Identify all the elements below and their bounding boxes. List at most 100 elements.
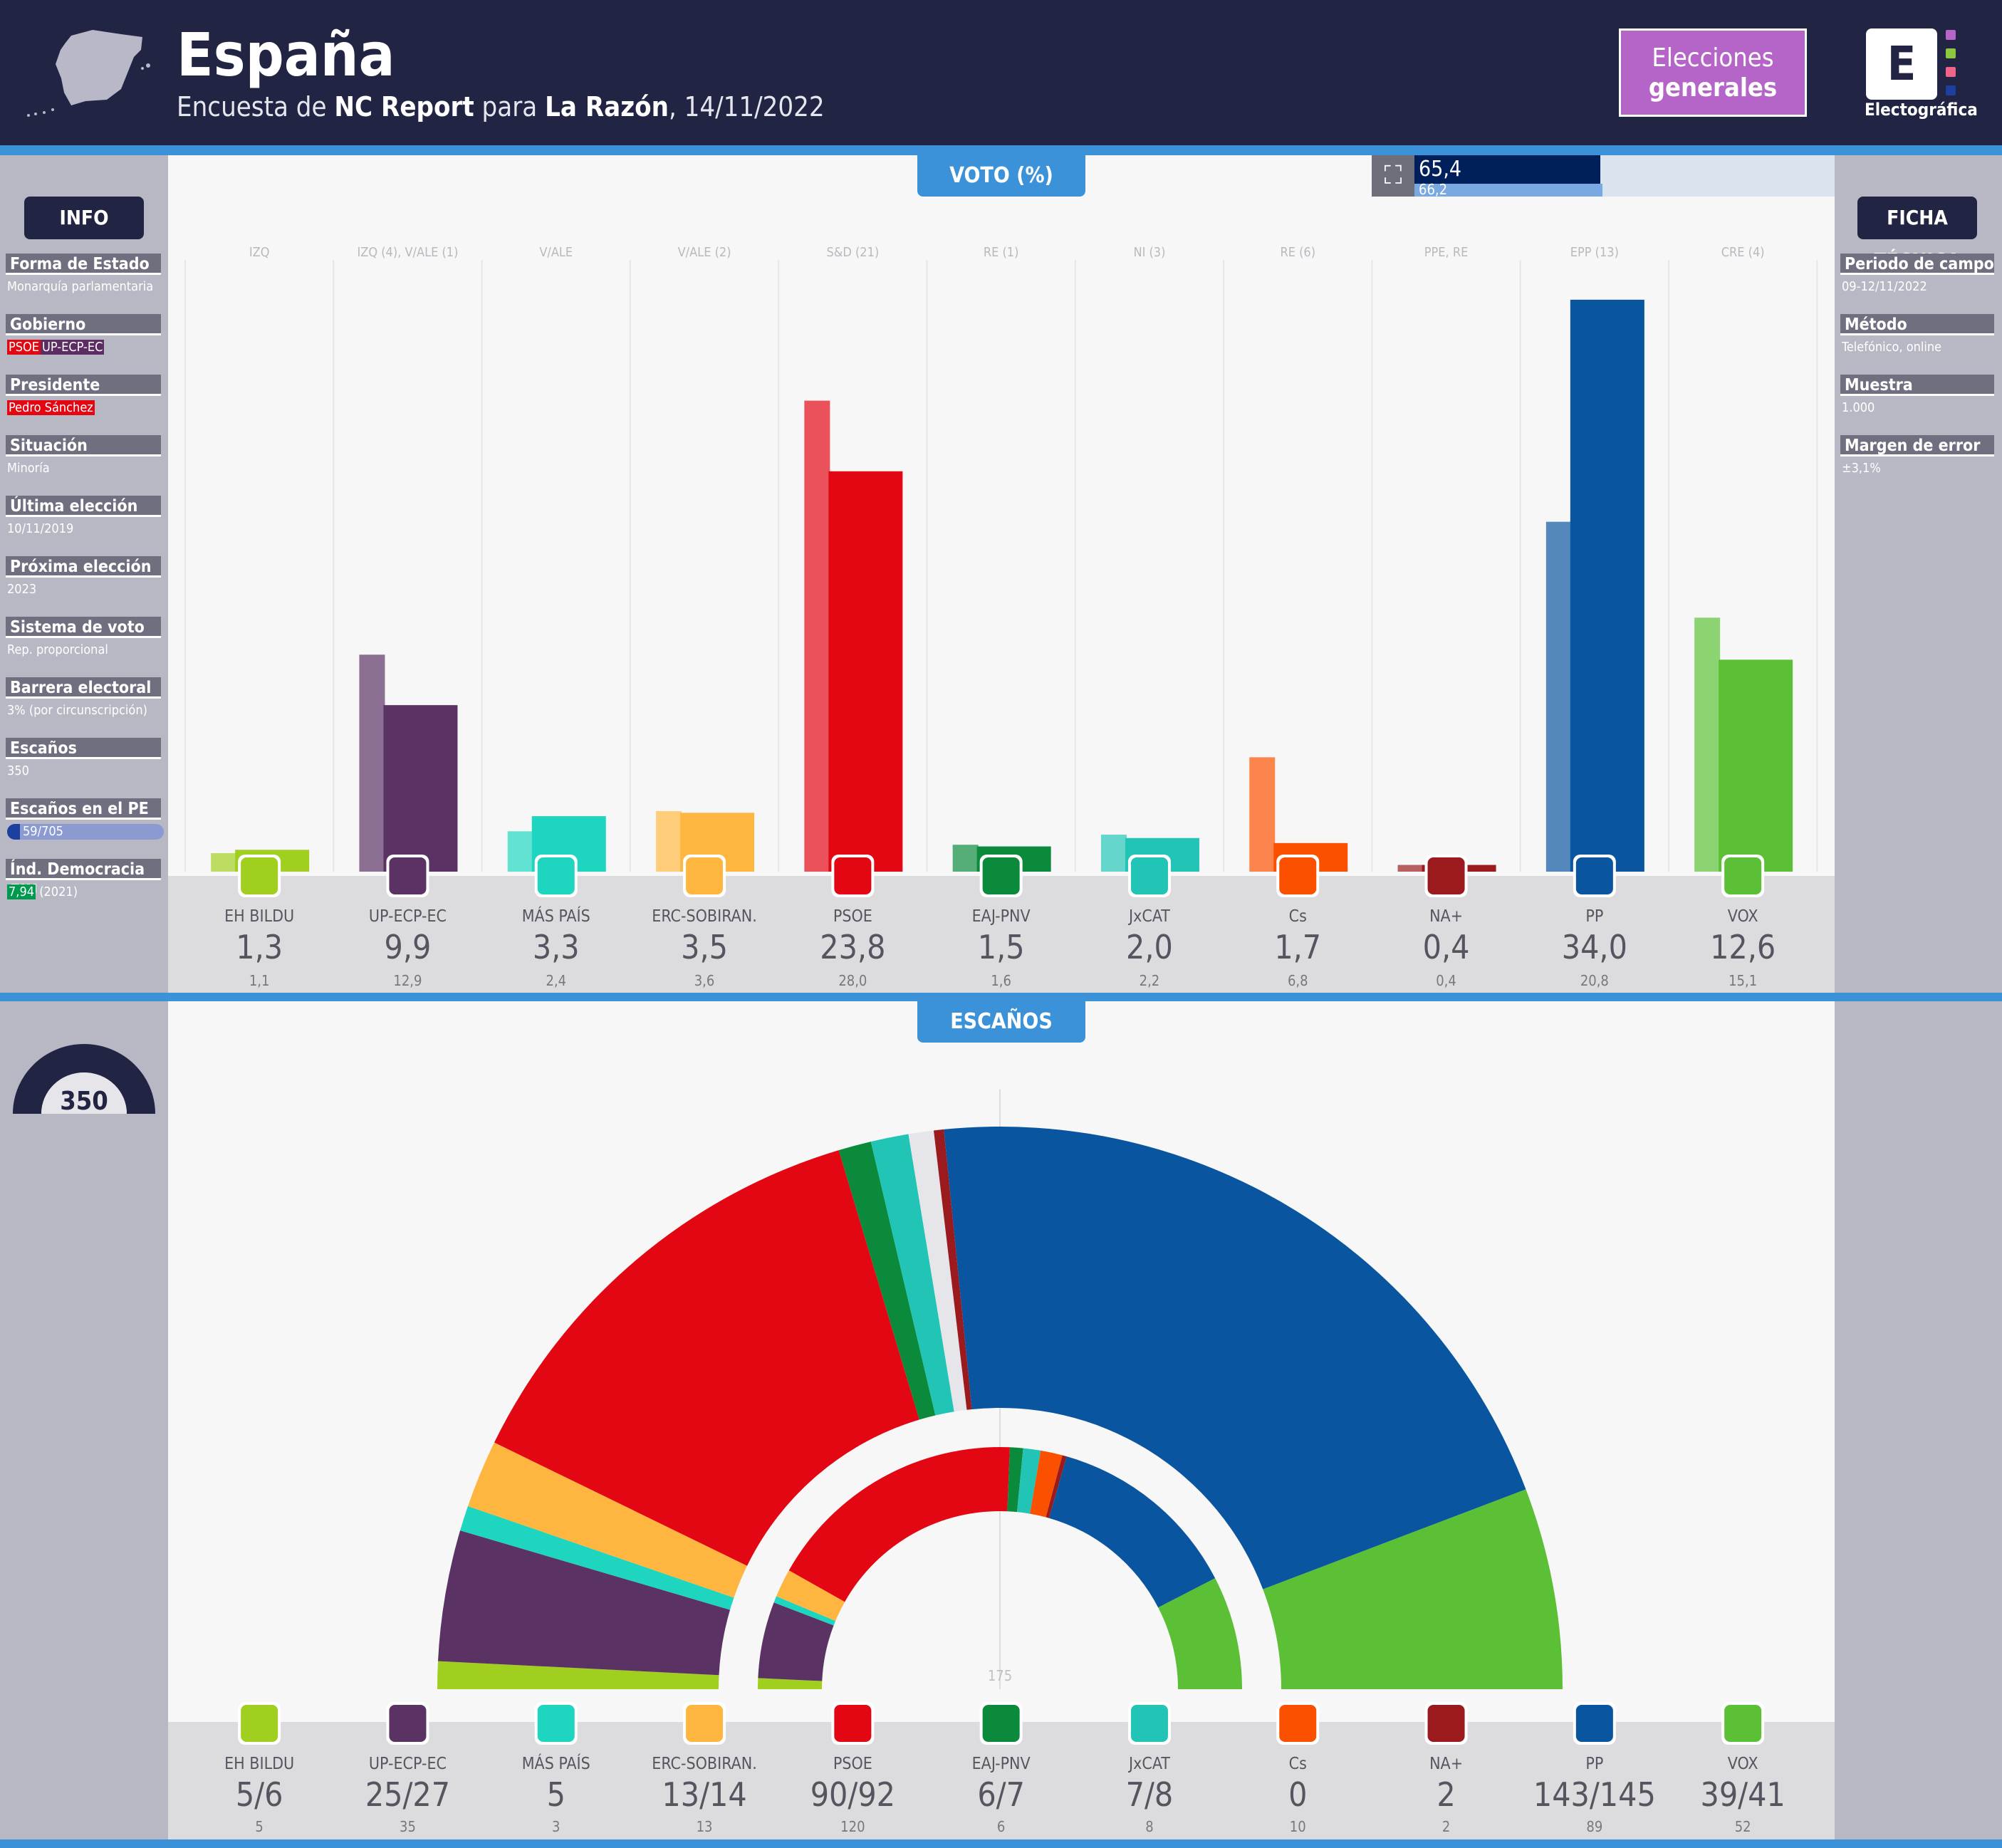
info-item-value: 2023 (7, 582, 37, 597)
bar-previous (211, 853, 237, 872)
seat-value: 5 (547, 1775, 565, 1814)
bar-previous (1249, 757, 1276, 872)
info-item-label: Escaños en el PE (6, 798, 161, 820)
seat-arc-previous (788, 1447, 1011, 1602)
bar-previous (656, 810, 682, 872)
group-label: V/ALE (539, 245, 573, 260)
divider (0, 1839, 2002, 1848)
seat-previous-value: 5 (255, 1818, 263, 1835)
seat-arc-previous (773, 1596, 836, 1626)
seat-value: 5/6 (236, 1775, 283, 1814)
vote-previous-value: 6,8 (1288, 972, 1308, 989)
info-item-label: Última elección (6, 496, 161, 517)
vote-value: 12,6 (1710, 928, 1776, 966)
seat-arc-previous (758, 1602, 834, 1681)
gov-party-tag: UP-ECP-EC (41, 340, 105, 355)
seat-arc-current (437, 1661, 719, 1689)
seat-previous-value: 10 (1290, 1818, 1306, 1835)
seat-arc-current (838, 1142, 936, 1420)
party-logo-icon (1279, 1705, 1317, 1742)
bar-current (1570, 299, 1644, 872)
info-item-label: Sistema de voto (6, 617, 161, 638)
info-item-label: Presidente (6, 375, 161, 396)
tab-vote: VOTO (%) (917, 155, 1085, 197)
seat-value: 2 (1437, 1775, 1455, 1814)
group-label: V/ALE (2) (678, 245, 731, 260)
party-label: EH BILDU (224, 907, 294, 926)
group-label: RE (1) (984, 245, 1019, 260)
badge-line1: Elecciones (1652, 43, 1774, 73)
seat-total-gauge: 350 (13, 1044, 155, 1115)
divider (0, 145, 2002, 155)
vote-previous-value: 28,0 (838, 972, 867, 989)
vote-value: 3,3 (533, 928, 580, 966)
seat-value: 7/8 (1126, 1775, 1174, 1814)
seat-value: 39/41 (1701, 1775, 1785, 1814)
group-label: NI (3) (1133, 245, 1165, 260)
vote-value: 9,9 (385, 928, 432, 966)
seat-arc-current (467, 1442, 748, 1598)
party-logo-icon (686, 857, 724, 894)
vote-previous-value: 2,4 (546, 972, 566, 989)
seat-arc-current (1263, 1489, 1563, 1689)
bar-previous (1545, 521, 1572, 872)
seat-arc-current (494, 1150, 919, 1566)
party-logo-icon (686, 1705, 724, 1742)
info-item-value: Rep. proporcional (7, 642, 108, 657)
seat-value: 0 (1288, 1775, 1307, 1814)
vote-previous-value: 2,2 (1140, 972, 1160, 989)
party-label: VOX (1728, 1755, 1758, 1773)
seat-arc-previous (1158, 1578, 1242, 1689)
pe-seats-text: 59/705 (23, 824, 63, 839)
seat-total-value: 350 (60, 1087, 108, 1115)
info-item-value: 59/705 (7, 824, 164, 840)
party-logo-icon (389, 857, 427, 894)
seat-previous-value: 2 (1442, 1818, 1450, 1835)
page-title: España (177, 20, 395, 90)
eiu-year: (2021) (36, 884, 78, 899)
party-logo-icon (1130, 1705, 1168, 1742)
info-item-label: Escaños (6, 738, 161, 759)
seat-previous-value: 120 (840, 1818, 865, 1835)
party-logo-icon (834, 1705, 872, 1742)
group-label: IZQ (4), V/ALE (1) (357, 245, 458, 260)
bar-previous (952, 845, 979, 872)
seat-previous-value: 6 (997, 1818, 1005, 1835)
seat-previous-value: 8 (1145, 1818, 1153, 1835)
info-item-value: Minoría (7, 461, 50, 476)
seat-arc-current (908, 1130, 967, 1412)
party-logo-icon (1279, 857, 1317, 894)
vote-previous-value: 3,6 (694, 972, 715, 989)
party-logo-icon (982, 1705, 1020, 1742)
bar-previous (507, 831, 533, 872)
info-item-value: PSOE UP-ECP-EC (7, 340, 105, 355)
tab-seats: ESCAÑOS (917, 1001, 1085, 1043)
party-label: PP (1585, 907, 1603, 926)
seat-value: 6/7 (977, 1775, 1025, 1814)
vote-value: 23,8 (820, 928, 885, 966)
party-label: ERC-SOBIRAN. (652, 1755, 757, 1773)
party-logo-icon (389, 1705, 427, 1742)
group-label: EPP (13) (1570, 245, 1619, 260)
vote-value: 1,7 (1274, 928, 1321, 966)
party-label: PP (1585, 1755, 1603, 1773)
seat-previous-value: 3 (552, 1818, 560, 1835)
ficha-item-label: Muestra (1840, 375, 1994, 396)
ficha-item-value: 09-12/11/2022 (1842, 279, 1927, 294)
info-heading: INFO (24, 197, 144, 239)
vote-previous-value: 1,1 (249, 972, 270, 989)
subtitle: Encuesta de NC Report para La Razón, 14/… (177, 91, 825, 122)
group-label: PPE, RE (1424, 245, 1469, 260)
party-logo-icon (1427, 1705, 1465, 1742)
vote-value: 2,0 (1126, 928, 1173, 966)
party-label: Cs (1289, 907, 1307, 926)
seat-arc-current (933, 1129, 972, 1410)
party-logo-icon (1575, 1705, 1613, 1742)
vote-previous-value: 12,9 (393, 972, 422, 989)
vote-previous-value: 1,6 (991, 972, 1011, 989)
seat-arc-current (460, 1505, 734, 1610)
party-logo-icon (241, 1705, 278, 1742)
vote-value: 3,5 (681, 928, 728, 966)
party-label: MÁS PAÍS (522, 1753, 590, 1773)
